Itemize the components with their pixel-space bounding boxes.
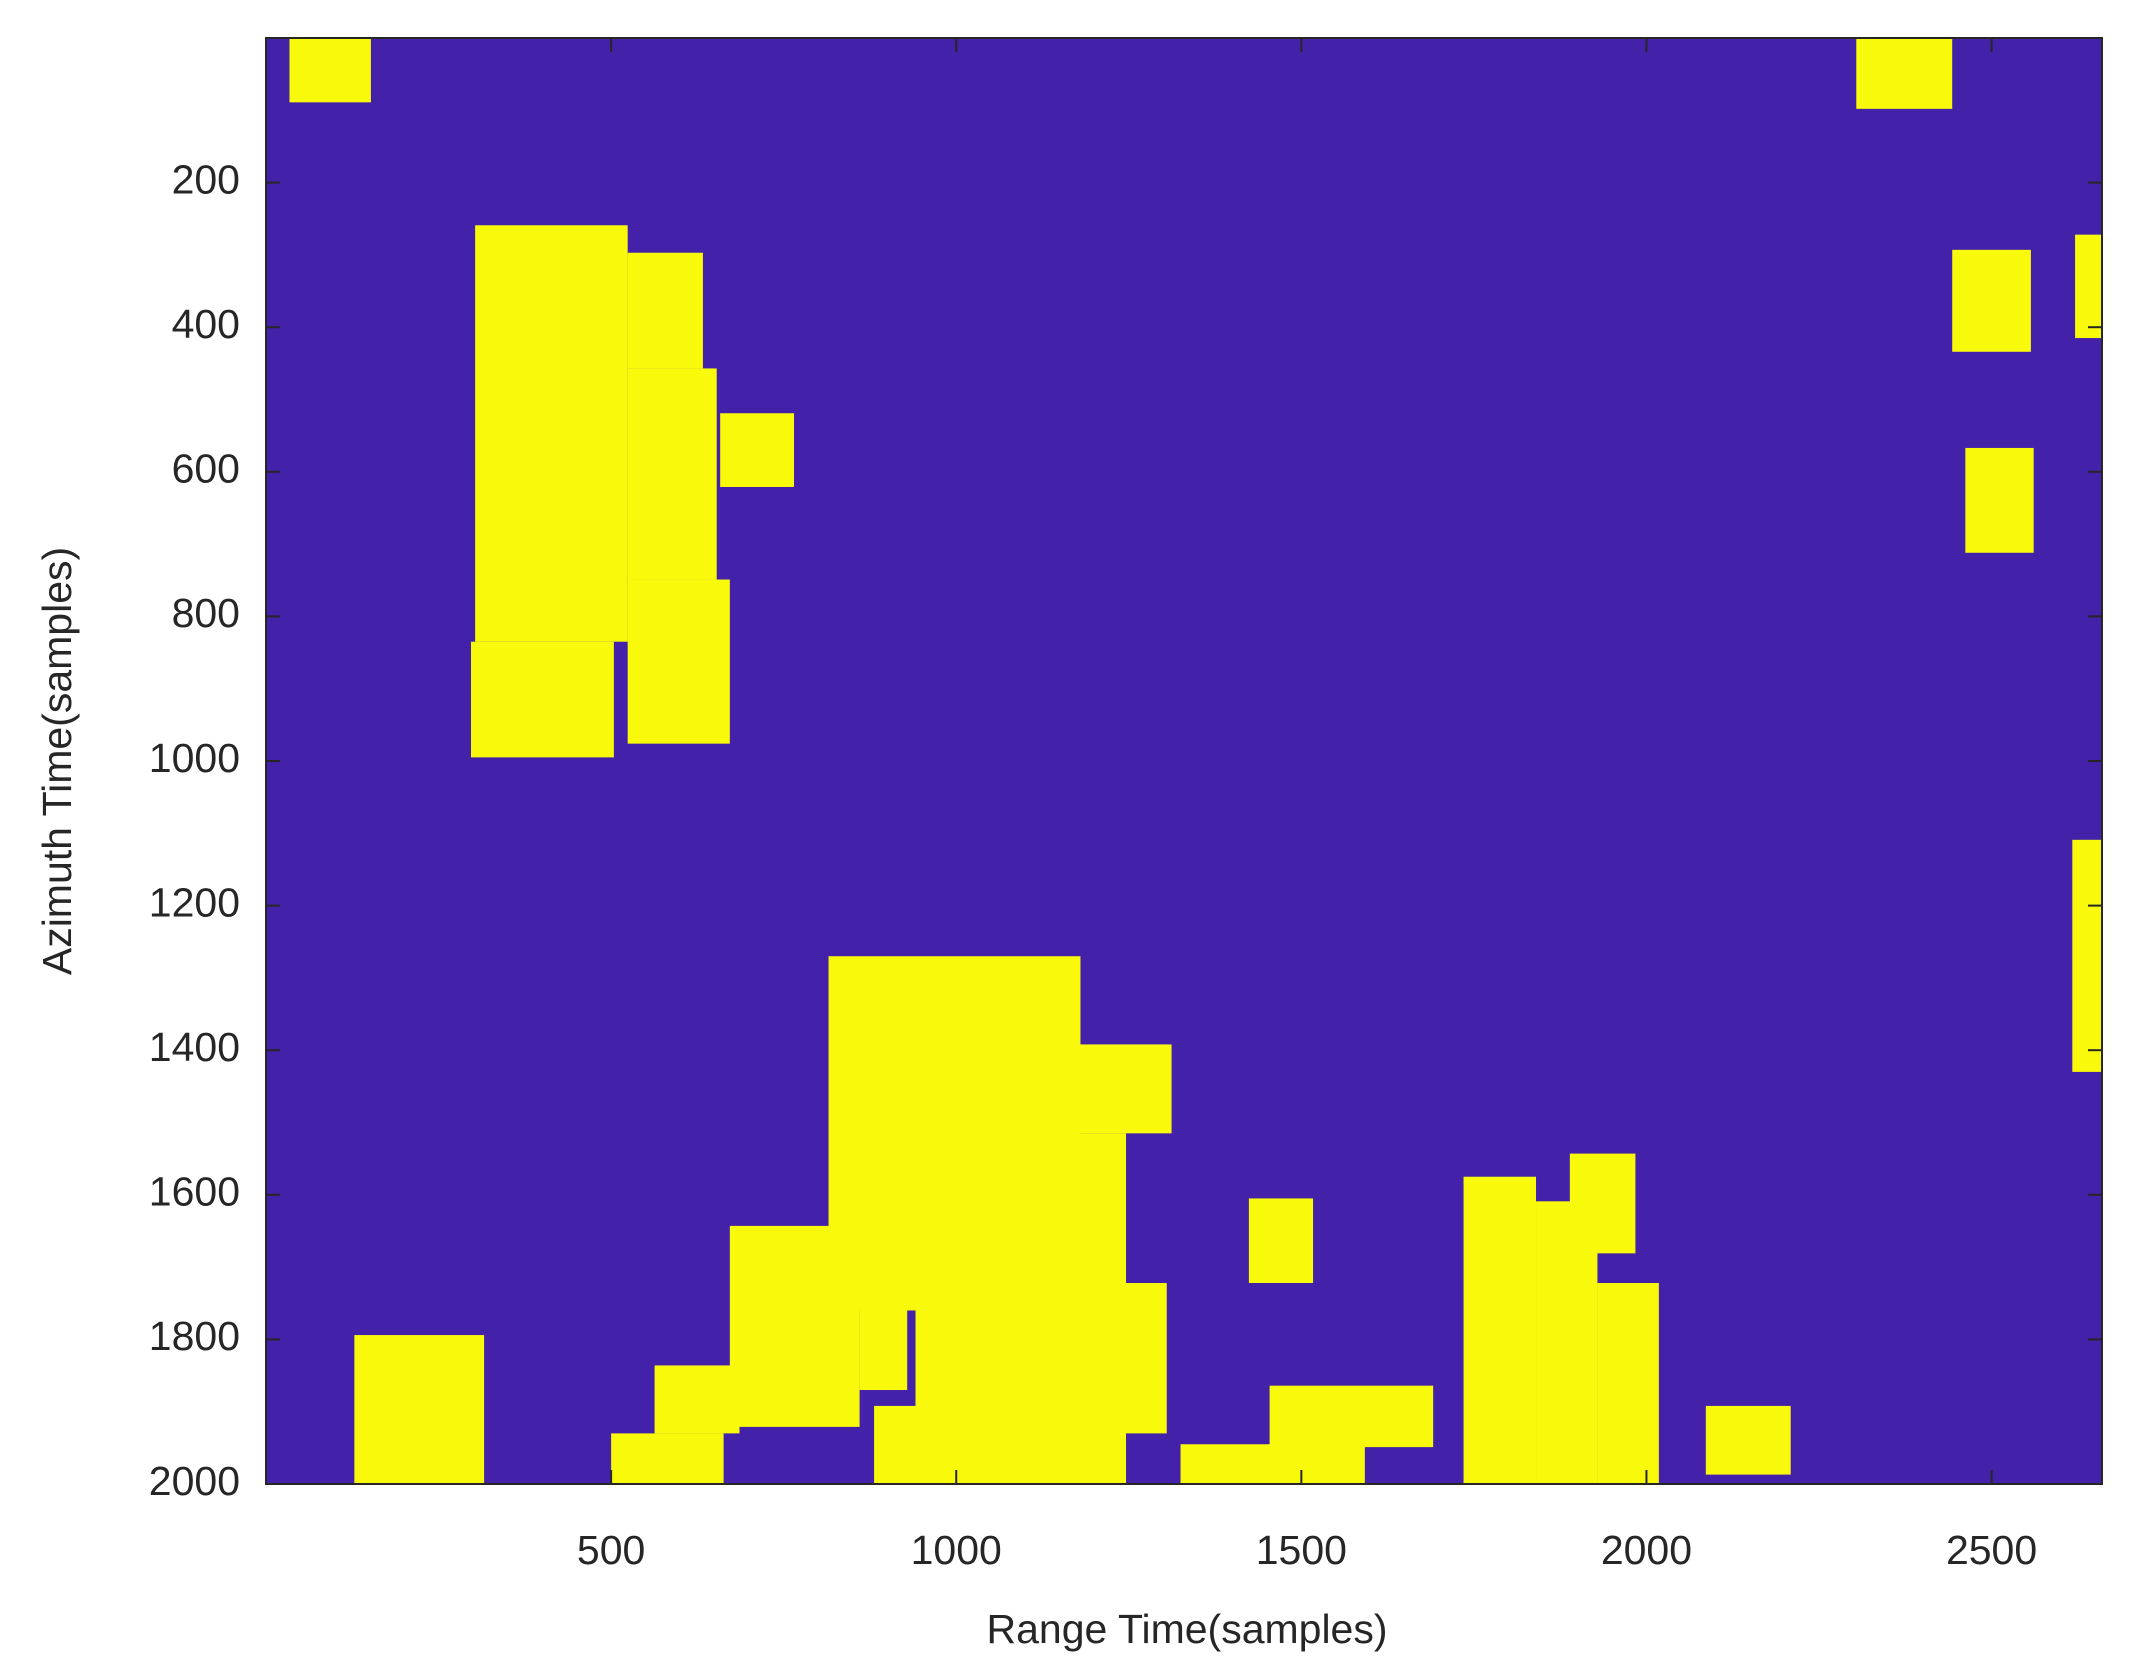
mask-region xyxy=(1078,1044,1172,1134)
mask-region xyxy=(1269,1385,1434,1448)
mask-region xyxy=(828,956,1081,1311)
mask-region xyxy=(720,413,795,487)
mask-region xyxy=(859,1276,908,1391)
x-axis-label: Range Time(samples) xyxy=(986,1606,1387,1652)
x-tick-label: 2500 xyxy=(1946,1527,2037,1573)
mask-region xyxy=(1248,1198,1314,1284)
x-tick-label: 2000 xyxy=(1601,1527,1692,1573)
mask-region xyxy=(354,1335,485,1484)
mask-region xyxy=(654,1365,740,1434)
mask-region xyxy=(289,38,371,103)
mask-region xyxy=(1965,447,2034,553)
y-axis-label: Azimuth Time(samples) xyxy=(34,547,80,975)
x-tick-label: 500 xyxy=(577,1527,645,1573)
mask-region xyxy=(2072,839,2102,1072)
mask-region xyxy=(729,1225,860,1427)
mask-region xyxy=(627,579,730,744)
mask-region xyxy=(1597,1283,1659,1484)
y-tick-label: 400 xyxy=(172,301,240,347)
x-tick-label: 1000 xyxy=(911,1527,1002,1573)
y-tick-label: 1000 xyxy=(149,735,240,781)
y-tick-label: 1200 xyxy=(149,879,240,925)
mask-region xyxy=(1078,1133,1127,1311)
y-tick-label: 600 xyxy=(172,446,240,492)
mask-region xyxy=(1180,1444,1365,1484)
y-tick-label: 1400 xyxy=(149,1024,240,1070)
mask-region xyxy=(611,1433,724,1484)
x-tick-label: 1500 xyxy=(1256,1527,1347,1573)
mask-region xyxy=(1463,1176,1537,1484)
mask-region xyxy=(1569,1153,1636,1254)
mask-region xyxy=(874,1405,1127,1484)
mask-region xyxy=(475,225,628,642)
mask-region xyxy=(470,641,614,758)
mask-region xyxy=(1856,38,1953,109)
y-tick-label: 800 xyxy=(172,590,240,636)
mask-region xyxy=(1705,1405,1791,1475)
mask-region xyxy=(627,368,717,580)
y-tick-label: 200 xyxy=(172,156,240,202)
mask-region xyxy=(2075,234,2102,339)
mask-region xyxy=(627,252,703,369)
y-tick-label: 1600 xyxy=(149,1169,240,1215)
y-tick-label: 2000 xyxy=(149,1458,240,1504)
y-tick-label: 1800 xyxy=(149,1313,240,1359)
mask-region xyxy=(1952,249,2031,352)
